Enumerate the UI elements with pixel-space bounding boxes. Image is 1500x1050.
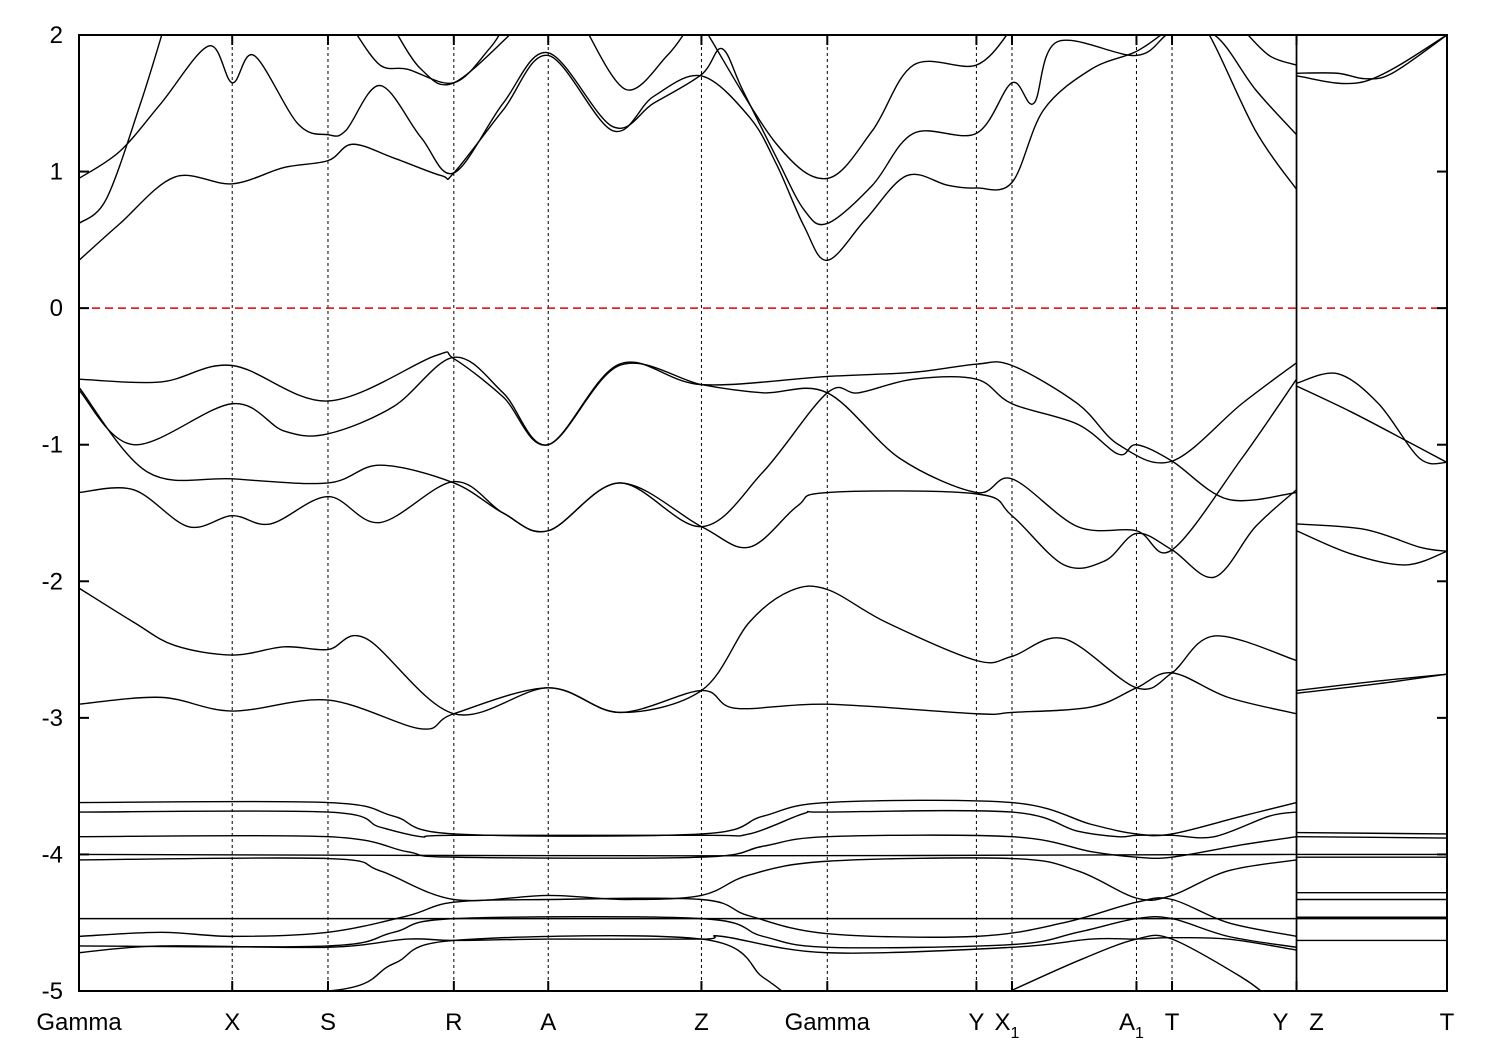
x-tick-label: Gamma	[785, 1009, 871, 1036]
kpoint-label: Z	[694, 1009, 709, 1036]
kpoint-label: Y	[968, 1009, 984, 1036]
band-line	[79, 935, 1297, 954]
band-line	[1296, 523, 1447, 552]
x-tick-label: S	[320, 1009, 336, 1036]
y-tick-label: -1	[42, 432, 63, 459]
band-line	[1296, 673, 1447, 694]
x-tick-label: T	[1165, 1009, 1180, 1036]
band-line	[79, 376, 1297, 533]
x-tick-label: A	[540, 1009, 556, 1036]
x-tick-label: R	[445, 1009, 462, 1036]
y-axis-ticks: 2 1 0 -1 -2 -3 -4 -5	[42, 22, 1447, 1005]
kpoint-label: R	[445, 1009, 462, 1036]
band-line	[79, 672, 1297, 730]
band-line	[79, 809, 1297, 839]
band-line	[79, 351, 1297, 464]
band-line	[707, 35, 1008, 180]
kpoint-subscript: 1	[1011, 1025, 1020, 1042]
kpoint-label: Z	[1309, 1009, 1324, 1036]
band-line	[79, 585, 1297, 716]
y-tick-label: 1	[50, 159, 63, 186]
band-line	[588, 35, 685, 91]
y-tick-label: -4	[42, 841, 63, 868]
kpoint-label: X	[224, 1009, 240, 1036]
band-line	[1296, 835, 1447, 839]
kpoint-label: T	[1440, 1009, 1455, 1036]
kpoint-label: A	[1119, 1009, 1135, 1036]
band-line	[79, 35, 1298, 262]
x-tick-label: T	[1440, 1009, 1455, 1036]
kpoint-grid-lines	[231, 35, 1298, 991]
band-line	[1296, 35, 1447, 85]
band-line	[79, 935, 783, 991]
y-tick-label: 0	[50, 295, 63, 322]
kpoint-label: X	[995, 1009, 1011, 1036]
band-line	[1296, 35, 1447, 80]
band-line	[79, 915, 1297, 949]
y-tick-label: 2	[50, 22, 63, 49]
band-line	[1296, 385, 1447, 464]
x-tick-label: Y	[968, 1009, 984, 1036]
x-tick-label: X1	[995, 1009, 1020, 1042]
band-line	[1008, 934, 1263, 991]
x-tick-label: A1	[1119, 1009, 1144, 1042]
axes	[78, 34, 1448, 992]
band-line	[1296, 673, 1447, 692]
band-line	[396, 35, 511, 86]
x-tick-label: Z	[1309, 1009, 1324, 1036]
y-tick-label: -3	[42, 705, 63, 732]
y-tick-label: -5	[42, 978, 63, 1005]
band-line	[1296, 831, 1447, 835]
band-line	[79, 480, 1297, 579]
band-line	[79, 35, 163, 225]
x-tick-label: X	[224, 1009, 240, 1036]
kpoint-label: Gamma	[785, 1009, 871, 1036]
band-line	[1247, 35, 1297, 66]
plot-frame	[78, 34, 1448, 992]
kpoint-label: T	[1165, 1009, 1180, 1036]
band-line	[79, 35, 1298, 226]
band-line	[79, 857, 1297, 902]
bands	[79, 35, 1447, 991]
x-tick-label: Y	[1273, 1009, 1289, 1036]
x-tick-label: Z	[694, 1009, 709, 1036]
band-line	[1296, 372, 1447, 465]
x-tick-label: Gamma	[36, 1009, 122, 1036]
y-tick-label: -2	[42, 568, 63, 595]
band-line	[79, 834, 1297, 860]
kpoint-label: A	[540, 1009, 556, 1036]
kpoint-label: Y	[1273, 1009, 1289, 1036]
x-axis-ticks: Gamma X S R A Z Gamma Y X1 A1 T Y Z T	[36, 35, 1455, 1042]
kpoint-label: S	[320, 1009, 336, 1036]
kpoint-label: Gamma	[36, 1009, 122, 1036]
band-line	[79, 853, 1297, 857]
band-line	[79, 356, 1298, 554]
band-line	[79, 799, 1297, 837]
band-line	[79, 897, 1297, 938]
kpoint-subscript: 1	[1135, 1025, 1144, 1042]
band-line	[1296, 530, 1447, 566]
